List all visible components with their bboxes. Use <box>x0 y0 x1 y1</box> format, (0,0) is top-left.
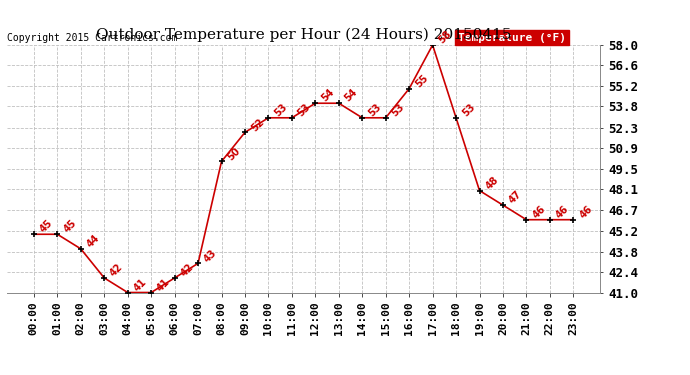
Text: 53: 53 <box>390 102 406 118</box>
Text: 44: 44 <box>85 233 101 249</box>
Text: 53: 53 <box>460 102 477 118</box>
Text: Temperature (°F): Temperature (°F) <box>458 33 566 42</box>
Text: 53: 53 <box>296 102 313 118</box>
Text: 41: 41 <box>155 276 172 293</box>
Text: 42: 42 <box>179 262 195 279</box>
Text: 47: 47 <box>507 189 524 206</box>
Text: 46: 46 <box>578 204 594 220</box>
Text: 53: 53 <box>366 102 383 118</box>
Text: 54: 54 <box>319 87 336 104</box>
Text: 46: 46 <box>531 204 547 220</box>
Text: 43: 43 <box>202 248 219 264</box>
Text: 50: 50 <box>226 146 242 162</box>
Title: Outdoor Temperature per Hour (24 Hours) 20150415: Outdoor Temperature per Hour (24 Hours) … <box>96 28 511 42</box>
Text: 45: 45 <box>38 218 55 235</box>
Text: 53: 53 <box>273 102 289 118</box>
Text: 45: 45 <box>61 218 78 235</box>
Text: 41: 41 <box>132 276 148 293</box>
Text: 54: 54 <box>343 87 359 104</box>
Text: Copyright 2015 Cartronics.com: Copyright 2015 Cartronics.com <box>7 33 177 42</box>
Text: 58: 58 <box>437 29 453 46</box>
Text: 52: 52 <box>249 116 266 133</box>
Text: 46: 46 <box>554 204 571 220</box>
Text: 42: 42 <box>108 262 125 279</box>
Text: 48: 48 <box>484 174 500 191</box>
Text: 55: 55 <box>413 73 430 89</box>
